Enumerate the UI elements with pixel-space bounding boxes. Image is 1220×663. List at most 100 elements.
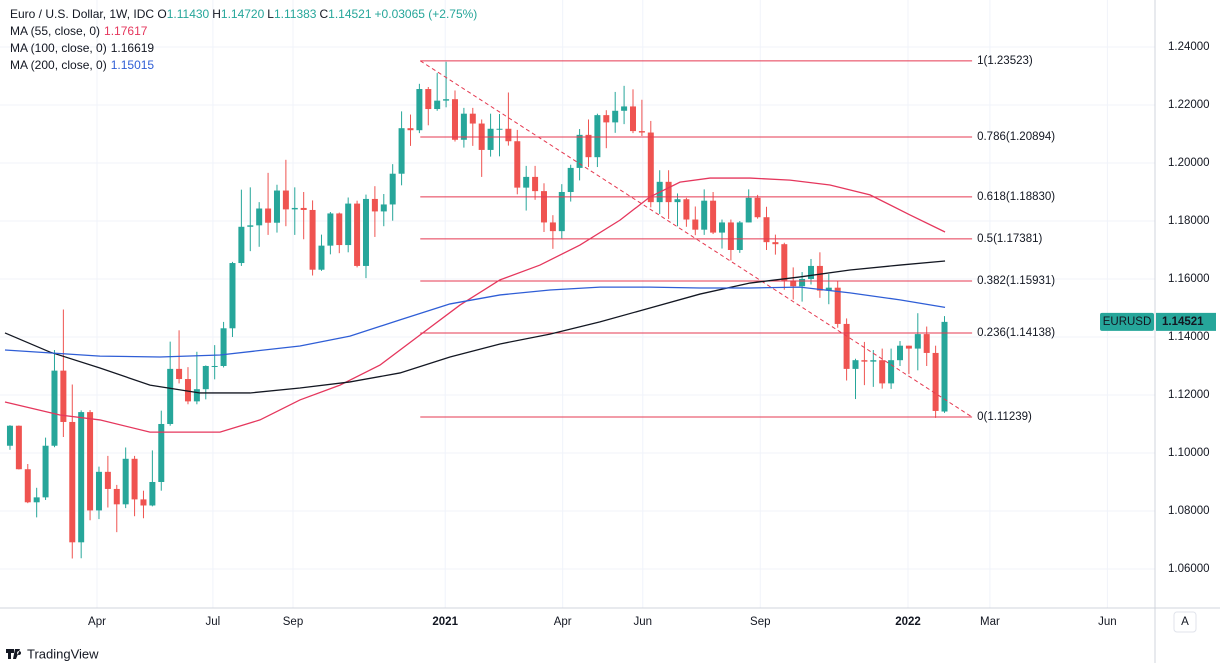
candle-body bbox=[808, 265, 815, 279]
candle-body bbox=[514, 141, 521, 188]
moving-average bbox=[4, 177, 946, 433]
candle-body bbox=[113, 488, 120, 505]
fib-label: 0.786(1.20894) bbox=[977, 131, 1055, 143]
candle-body bbox=[532, 176, 539, 192]
ohlc-key: H bbox=[212, 7, 221, 21]
ohlc-value: 1.11383 bbox=[273, 7, 317, 21]
candle-body bbox=[336, 213, 343, 246]
y-tick-label: 1.12000 bbox=[1168, 389, 1210, 401]
candle-body bbox=[407, 128, 414, 131]
candle-body bbox=[291, 207, 298, 210]
ma-legend-row: MA (200, close, 0) 1.15015 bbox=[10, 57, 480, 74]
ma-name: MA (200, close, 0) bbox=[10, 58, 107, 72]
candle-body bbox=[843, 323, 850, 369]
y-tick-label: 1.10000 bbox=[1168, 447, 1210, 459]
candle-body bbox=[451, 99, 458, 140]
ohlc-key: C bbox=[319, 7, 329, 21]
candle-body bbox=[718, 222, 725, 233]
candle-body bbox=[265, 208, 272, 223]
ohlc-key: L bbox=[267, 7, 274, 21]
candle-body bbox=[505, 128, 512, 142]
candle-body bbox=[941, 321, 948, 412]
candle-body bbox=[15, 425, 22, 470]
price-badge-value: 1.14521 bbox=[1162, 316, 1204, 328]
candle-body bbox=[496, 128, 503, 130]
moving-average bbox=[4, 286, 946, 358]
candle-body bbox=[95, 471, 102, 511]
ma-legend-row: MA (55, close, 0) 1.17617 bbox=[10, 23, 480, 40]
ma-legend-row: MA (100, close, 0) 1.16619 bbox=[10, 40, 480, 57]
candle-body bbox=[371, 198, 378, 212]
candle-body bbox=[612, 110, 619, 123]
y-tick-label: 1.20000 bbox=[1168, 157, 1210, 169]
candle-body bbox=[318, 245, 325, 270]
candle-body bbox=[300, 207, 307, 210]
candle-body bbox=[443, 99, 450, 101]
ohlc-value: 1.14720 bbox=[220, 7, 265, 21]
ohlc-value: 1.11430 bbox=[166, 7, 210, 21]
x-tick-label: 2021 bbox=[432, 616, 458, 628]
ma-name: MA (100, close, 0) bbox=[10, 41, 107, 55]
candle-body bbox=[487, 128, 494, 150]
symbol-title: Euro / U.S. Dollar, 1W, IDC bbox=[10, 7, 155, 21]
candle-body bbox=[710, 200, 717, 233]
fib-label: 0.382(1.15931) bbox=[977, 275, 1055, 287]
candle-body bbox=[60, 370, 67, 422]
candle-body bbox=[888, 360, 895, 384]
brand-logo bbox=[6, 649, 22, 659]
y-tick-label: 1.18000 bbox=[1168, 215, 1210, 227]
candle-body bbox=[816, 265, 823, 291]
ohlc-key: O bbox=[157, 7, 167, 21]
candle-body bbox=[799, 278, 806, 287]
candle-body bbox=[932, 352, 939, 411]
candle-body bbox=[238, 226, 245, 264]
candle-body bbox=[131, 458, 138, 500]
candle-body bbox=[772, 242, 779, 245]
candle-body bbox=[540, 191, 547, 223]
ohlc-value: +0.03065 (+2.75%) bbox=[374, 7, 478, 21]
y-tick-label: 1.22000 bbox=[1168, 99, 1210, 111]
candle-body bbox=[870, 360, 877, 362]
y-tick-label: 1.08000 bbox=[1168, 505, 1210, 517]
candle-body bbox=[176, 368, 183, 380]
ma-value: 1.17617 bbox=[104, 24, 148, 38]
candle-body bbox=[398, 128, 405, 174]
ma-name: MA (55, close, 0) bbox=[10, 24, 101, 38]
axes: 1.06000 1.08000 1.10000 1.12000 1.14000 1.160… bbox=[88, 41, 1216, 628]
candle-body bbox=[674, 199, 681, 203]
y-tick-label: 1.06000 bbox=[1168, 563, 1210, 575]
y-tick-label: 1.24000 bbox=[1168, 41, 1210, 53]
x-tick-label: 2022 bbox=[895, 616, 921, 628]
candle-body bbox=[905, 345, 912, 349]
candle-body bbox=[603, 115, 610, 123]
brand-name: TradingView bbox=[27, 646, 99, 661]
candle-body bbox=[122, 458, 129, 505]
candle-body bbox=[229, 263, 236, 329]
candle-body bbox=[523, 176, 530, 188]
x-tick-label: Sep bbox=[750, 616, 770, 628]
candle-body bbox=[638, 131, 645, 133]
candle-body bbox=[469, 113, 476, 124]
fib-label: 1(1.23523) bbox=[977, 55, 1033, 67]
candle-body bbox=[158, 423, 165, 482]
candle-body bbox=[51, 370, 58, 446]
fib-label: 0(1.11239) bbox=[977, 411, 1032, 423]
price-badge-name-bg bbox=[1100, 312, 1154, 331]
candle-body bbox=[345, 203, 352, 246]
auto-scale-label[interactable]: A bbox=[1181, 616, 1189, 628]
x-tick-label: Sep bbox=[283, 616, 303, 628]
auto-scale-button[interactable] bbox=[1173, 611, 1197, 633]
candle-body bbox=[923, 334, 930, 353]
candle-body bbox=[87, 412, 94, 511]
candle-body bbox=[247, 225, 254, 227]
grid bbox=[0, 0, 1155, 608]
candle-body bbox=[558, 191, 565, 232]
candle-body bbox=[354, 203, 361, 266]
candle-body bbox=[629, 106, 636, 132]
candle-body bbox=[220, 328, 227, 366]
candle-body bbox=[727, 222, 734, 250]
x-tick-label: Mar bbox=[980, 616, 1000, 628]
candle-body bbox=[897, 345, 904, 361]
